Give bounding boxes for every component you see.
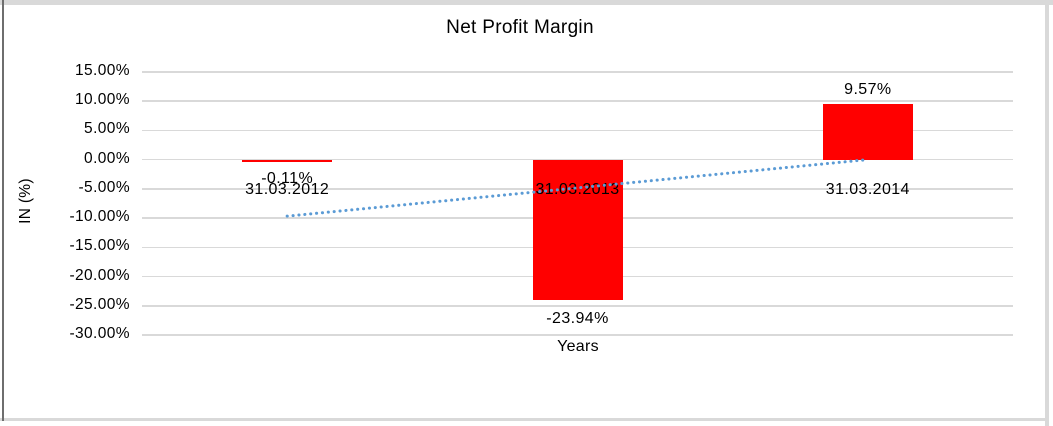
gridline	[142, 100, 1013, 102]
y-tick-label: -25.00%	[69, 295, 130, 313]
data-label: -23.94%	[546, 309, 609, 327]
gridline	[142, 334, 1013, 336]
gridline	[142, 129, 1013, 132]
y-tick-label: 5.00%	[84, 120, 130, 138]
data-label: -0.11%	[261, 170, 314, 188]
window-border-right	[1045, 0, 1049, 426]
x-axis-title: Years	[557, 338, 599, 355]
window-border-left	[2, 0, 4, 421]
chart-title: Net Profit Margin	[446, 17, 594, 38]
y-tick-label: -20.00%	[69, 266, 130, 284]
window-border-top	[0, 0, 1053, 5]
category-label: 31.03.2014	[825, 180, 910, 198]
y-tick-label: -15.00%	[69, 237, 130, 255]
y-tick-label: 15.00%	[75, 62, 130, 79]
y-tick-label: -10.00%	[69, 208, 130, 226]
category-label: 31.03.2013	[535, 180, 620, 198]
bar-31.03.2014	[822, 103, 913, 160]
y-tick-label: 10.00%	[75, 91, 130, 109]
y-tick-label: 0.00%	[84, 149, 130, 167]
window-border-bottom	[0, 418, 1049, 421]
gridline	[142, 71, 1013, 73]
gridline	[142, 305, 1013, 307]
data-label: 9.57%	[844, 80, 892, 98]
bar-31.03.2012	[242, 159, 333, 162]
y-tick-label: -5.00%	[78, 178, 130, 196]
y-tick-label: -30.00%	[69, 325, 130, 342]
